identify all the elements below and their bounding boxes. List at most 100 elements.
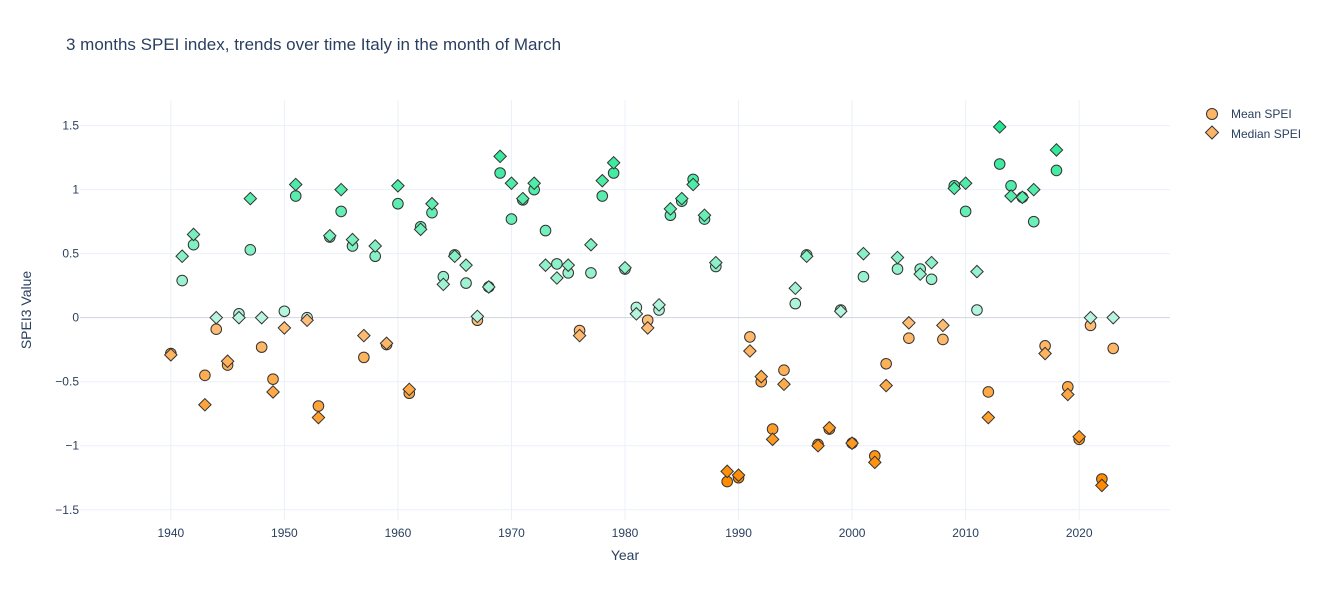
mean-spei-point[interactable] — [460, 277, 472, 289]
median-spei-point[interactable] — [368, 239, 383, 253]
legend-item-median[interactable]: Median SPEI — [1204, 125, 1302, 141]
median-spei-point[interactable] — [504, 176, 519, 191]
mean-spei-point[interactable] — [789, 297, 802, 310]
median-spei-point[interactable] — [243, 191, 258, 206]
median-spei-point[interactable] — [936, 318, 950, 333]
median-spei-point[interactable] — [913, 267, 928, 282]
median-spei-point[interactable] — [584, 237, 598, 252]
median-spei-point[interactable] — [1038, 346, 1053, 361]
median-spei-point[interactable] — [459, 258, 473, 273]
median-spei-point[interactable] — [845, 436, 859, 451]
median-spei-point[interactable] — [481, 280, 496, 294]
mean-spei-point[interactable] — [857, 270, 870, 283]
median-spei-point[interactable] — [686, 177, 701, 192]
median-spei-point[interactable] — [788, 281, 803, 296]
median-spei-point[interactable] — [209, 310, 224, 325]
median-spei-point[interactable] — [618, 260, 632, 275]
median-spei-point[interactable] — [1060, 387, 1075, 402]
mean-spei-point[interactable] — [278, 305, 291, 318]
mean-spei-point[interactable] — [925, 273, 938, 286]
mean-spei-point[interactable] — [335, 205, 347, 218]
mean-spei-point[interactable] — [199, 369, 211, 382]
mean-spei-point[interactable] — [1107, 342, 1120, 355]
median-spei-point[interactable] — [652, 297, 666, 312]
mean-spei-point[interactable] — [959, 205, 972, 218]
median-spei-point[interactable] — [1106, 310, 1121, 325]
median-spei-point[interactable] — [527, 176, 542, 191]
mean-spei-point[interactable] — [244, 244, 257, 256]
mean-spei-point[interactable] — [982, 386, 995, 398]
median-spei-point[interactable] — [1094, 478, 1109, 493]
median-spei-point[interactable] — [1004, 189, 1018, 203]
median-spei-point[interactable] — [493, 149, 508, 164]
median-spei-point[interactable] — [890, 250, 905, 265]
median-spei-point[interactable] — [663, 201, 678, 216]
mean-spei-point[interactable] — [903, 332, 915, 344]
mean-spei-point[interactable] — [551, 258, 563, 270]
median-spei-point[interactable] — [924, 255, 939, 270]
median-spei-point[interactable] — [515, 191, 530, 206]
median-spei-point[interactable] — [867, 455, 882, 470]
mean-spei-point[interactable] — [494, 167, 506, 179]
median-spei-point[interactable] — [777, 377, 791, 392]
mean-spei-point[interactable] — [289, 190, 302, 202]
median-spei-point[interactable] — [640, 321, 655, 335]
median-spei-point[interactable] — [981, 410, 996, 425]
median-spei-point[interactable] — [708, 255, 723, 270]
median-spei-point[interactable] — [538, 258, 553, 273]
mean-spei-point[interactable] — [505, 213, 518, 225]
median-spei-point[interactable] — [436, 277, 451, 292]
median-spei-point[interactable] — [697, 208, 712, 223]
median-spei-point[interactable] — [402, 382, 417, 397]
mean-spei-point[interactable] — [539, 224, 552, 237]
median-spei-point[interactable] — [606, 155, 621, 170]
median-spei-point[interactable] — [879, 378, 894, 393]
median-spei-point[interactable] — [958, 176, 973, 191]
median-spei-point[interactable] — [1083, 310, 1098, 325]
median-spei-point[interactable] — [742, 344, 757, 358]
mean-spei-point[interactable] — [267, 373, 279, 385]
median-spei-point[interactable] — [822, 420, 837, 435]
median-spei-point[interactable] — [356, 328, 371, 343]
median-spei-point[interactable] — [266, 385, 280, 399]
median-spei-point[interactable] — [731, 468, 746, 483]
mean-spei-point[interactable] — [1027, 215, 1040, 228]
mean-spei-point[interactable] — [971, 304, 983, 316]
median-spei-point[interactable] — [765, 432, 780, 447]
median-spei-point[interactable] — [300, 313, 314, 328]
median-spei-point[interactable] — [901, 315, 916, 330]
median-spei-point[interactable] — [345, 232, 360, 247]
median-spei-point[interactable] — [674, 191, 689, 206]
median-spei-point[interactable] — [561, 258, 576, 273]
mean-spei-point[interactable] — [1050, 164, 1063, 177]
mean-spei-point[interactable] — [358, 351, 370, 364]
median-spei-point[interactable] — [595, 173, 610, 188]
mean-spei-point[interactable] — [880, 357, 892, 370]
median-spei-point[interactable] — [992, 119, 1007, 134]
median-spei-point[interactable] — [334, 182, 349, 197]
median-spei-point[interactable] — [1026, 182, 1041, 197]
legend-item-mean[interactable]: Mean SPEI — [1206, 107, 1292, 121]
median-spei-point[interactable] — [1049, 143, 1064, 157]
median-spei-point[interactable] — [288, 177, 303, 192]
mean-spei-point[interactable] — [392, 197, 404, 210]
median-spei-point[interactable] — [549, 271, 564, 285]
median-spei-point[interactable] — [470, 309, 485, 324]
median-spei-point[interactable] — [220, 354, 235, 369]
median-spei-point[interactable] — [197, 397, 212, 412]
mean-spei-point[interactable] — [585, 267, 597, 279]
mean-spei-point[interactable] — [210, 323, 223, 336]
mean-spei-point[interactable] — [778, 364, 790, 376]
median-spei-point[interactable] — [322, 228, 337, 243]
median-spei-point[interactable] — [413, 222, 428, 237]
median-spei-point[interactable] — [254, 310, 269, 325]
mean-spei-point[interactable] — [312, 400, 325, 412]
median-spei-point[interactable] — [163, 347, 178, 362]
median-spei-point[interactable] — [311, 410, 326, 425]
mean-spei-point[interactable] — [937, 333, 949, 346]
mean-spei-point[interactable] — [891, 263, 904, 275]
median-spei-point[interactable] — [232, 310, 246, 325]
median-spei-point[interactable] — [629, 306, 644, 321]
median-spei-point[interactable] — [186, 227, 201, 242]
median-spei-point[interactable] — [1015, 190, 1030, 205]
